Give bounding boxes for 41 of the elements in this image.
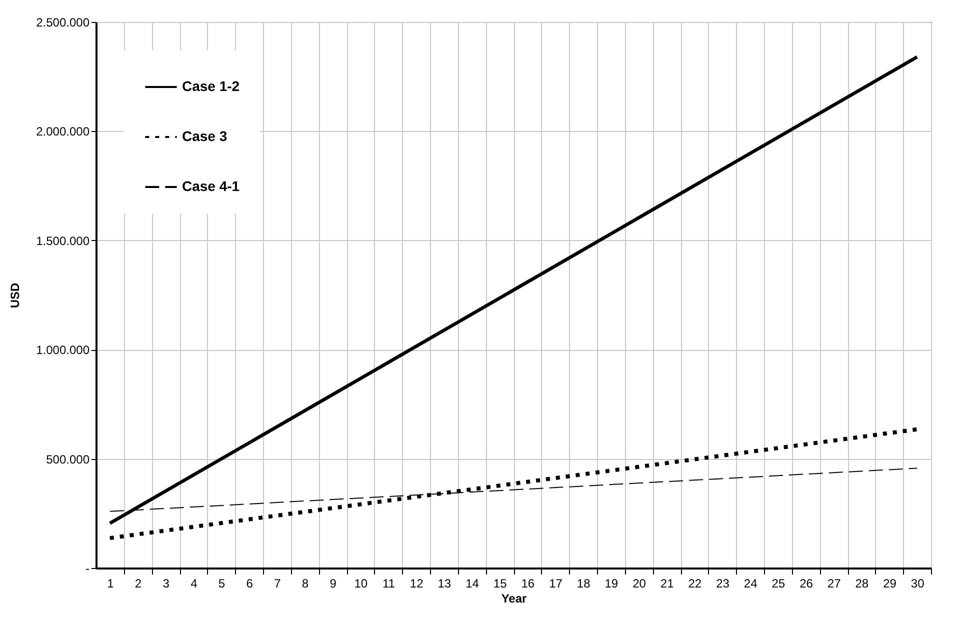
x-tick-label: 25 xyxy=(772,576,786,590)
x-tick-label: 7 xyxy=(274,576,282,590)
x-tick-label: 6 xyxy=(246,576,254,590)
x-tick-label: 26 xyxy=(800,576,814,590)
x-tick-label: 13 xyxy=(438,576,452,590)
legend-label: Case 4-1 xyxy=(182,178,240,194)
legend-label: Case 1-2 xyxy=(182,78,240,94)
x-tick-label: 27 xyxy=(827,576,842,590)
x-tick-label: 8 xyxy=(302,576,309,590)
x-tick-label: 14 xyxy=(466,576,480,590)
x-tick-label: 19 xyxy=(604,576,618,590)
x-tick-label: 30 xyxy=(910,576,925,590)
y-axis-title: USD xyxy=(8,282,22,308)
x-tick-label: 9 xyxy=(330,576,337,590)
x-tick-label: 10 xyxy=(354,576,368,590)
x-tick-label: 12 xyxy=(410,576,424,590)
x-tick-label: 29 xyxy=(883,576,897,590)
y-tick-label: 2.500.000 xyxy=(36,16,90,30)
x-tick-label: 18 xyxy=(576,576,591,590)
x-tick-label: 5 xyxy=(218,576,226,590)
x-tick-label: 3 xyxy=(162,576,170,590)
x-tick-label: 22 xyxy=(688,576,702,590)
x-tick-label: 4 xyxy=(190,576,198,590)
x-axis-title: Year xyxy=(501,592,528,606)
y-tick-label: 1.500.000 xyxy=(36,234,90,248)
x-tick-label: 24 xyxy=(744,576,758,590)
legend-label: Case 3 xyxy=(182,128,228,144)
y-tick-label: 1.000.000 xyxy=(36,343,90,358)
y-tick-label: - xyxy=(86,562,90,576)
x-tick-label: 2 xyxy=(134,576,142,590)
y-tick-label: 2.000.000 xyxy=(36,124,90,139)
y-tick-label: 500.000 xyxy=(46,452,90,466)
x-tick-label: 1 xyxy=(107,576,114,590)
x-tick-label: 21 xyxy=(660,576,674,590)
x-tick-label: 23 xyxy=(716,576,730,590)
x-tick-label: 17 xyxy=(549,576,563,590)
x-tick-label: 20 xyxy=(632,576,646,590)
x-tick-label: 11 xyxy=(382,576,396,590)
x-tick-label: 16 xyxy=(521,576,535,590)
x-tick-label: 15 xyxy=(493,576,508,590)
x-tick-label: 28 xyxy=(855,576,869,590)
